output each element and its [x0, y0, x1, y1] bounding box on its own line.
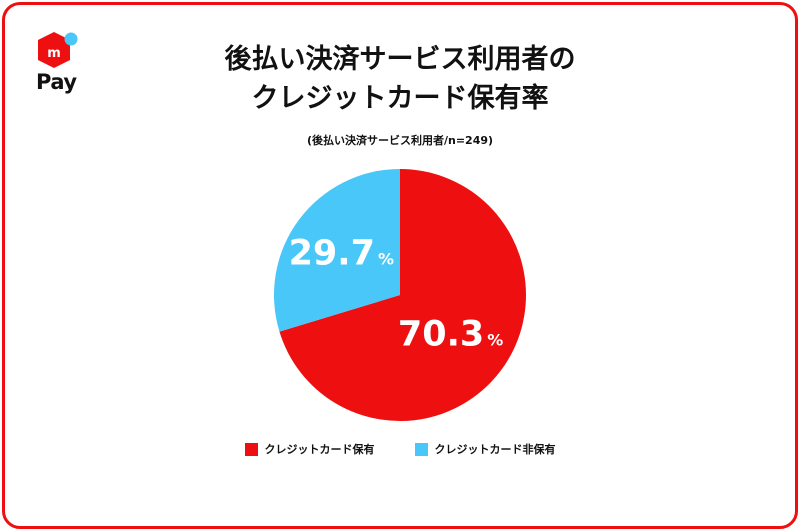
slice-owned — [279, 169, 526, 421]
chart-subtitle: (後払い決済サービス利用者/n=249) — [306, 134, 494, 147]
merpay-logo: m Pay — [32, 30, 92, 94]
chart-title-line2: クレジットカード保有率 — [251, 83, 549, 114]
legend-item-not-owned: クレジットカード非保有 — [414, 441, 556, 457]
chart-legend: クレジットカード保有 クレジットカード非保有 — [0, 441, 800, 457]
legend-item-owned: クレジットカード保有 — [244, 441, 375, 457]
slice-label-not-owned: 29.7% — [289, 233, 394, 273]
slice-label-owned: 70.3% — [398, 315, 503, 355]
legend-label-owned: クレジットカード保有 — [264, 443, 375, 456]
chart-title-line1: 後払い決済サービス利用者の — [224, 44, 576, 75]
legend-label-not-owned: クレジットカード非保有 — [434, 443, 556, 456]
slice-not-owned — [274, 169, 400, 332]
logo-text: Pay — [36, 70, 77, 94]
merpay-logo-icon: m — [38, 32, 78, 68]
legend-swatch-not-owned — [414, 442, 428, 456]
svg-text:m: m — [47, 46, 61, 61]
legend-swatch-owned — [244, 442, 258, 456]
